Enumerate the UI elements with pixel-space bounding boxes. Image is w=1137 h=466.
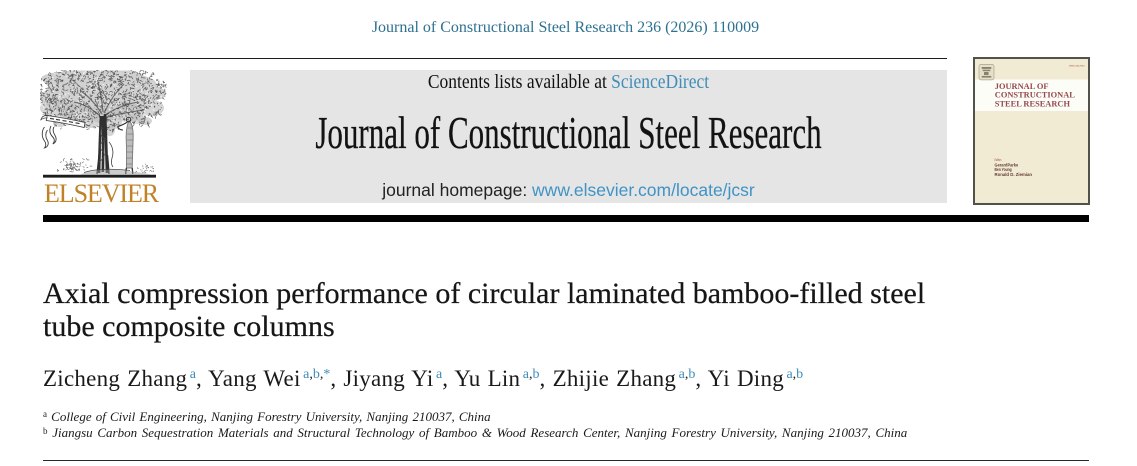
svg-text:Ronald D. Ziemian: Ronald D. Ziemian (995, 172, 1033, 177)
svg-text:Editors: Editors (995, 158, 1002, 162)
svg-text:JOURNAL OF: JOURNAL OF (995, 82, 1049, 91)
svg-text:CONSTRUCTIONAL: CONSTRUCTIONAL (995, 91, 1075, 100)
svg-text:ISSN 0143-974X: ISSN 0143-974X (1069, 66, 1085, 68)
svg-text:Ben Young: Ben Young (995, 167, 1012, 172)
svg-text:STEEL RESEARCH: STEEL RESEARCH (995, 99, 1071, 108)
svg-text:GerardParke: GerardParke (995, 163, 1019, 168)
